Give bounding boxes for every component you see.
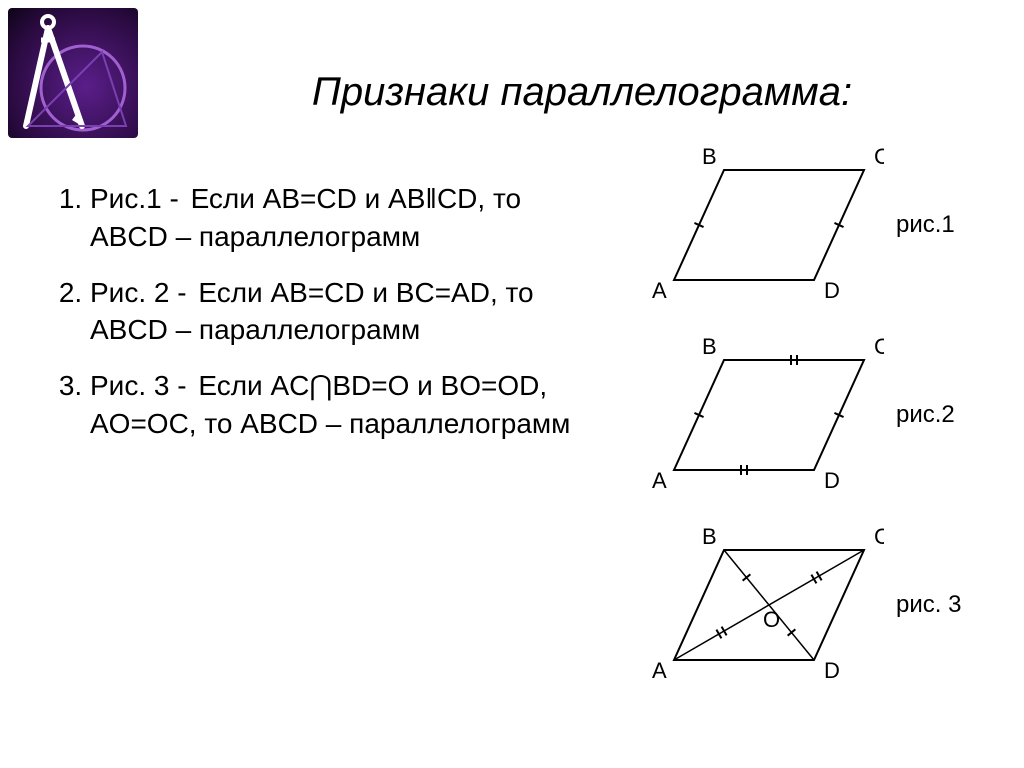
svg-text:D: D (824, 658, 840, 683)
svg-text:A: A (652, 468, 667, 493)
list-item-lead: Рис. 3 - (90, 370, 187, 401)
figure-row: A B C D рис.2 (624, 330, 1004, 500)
logo-badge (8, 8, 138, 138)
svg-text:D: D (824, 468, 840, 493)
figure-caption: рис.1 (896, 211, 955, 239)
compass-icon (8, 8, 138, 138)
svg-text:O: O (763, 607, 780, 632)
figure-1: A B C D (624, 140, 884, 310)
figure-caption: рис.2 (896, 401, 955, 429)
svg-text:C: C (874, 524, 884, 549)
svg-text:A: A (652, 278, 667, 303)
figures-panel: A B C D рис.1 A B C D рис.2 A B C D O рис. 3 (624, 140, 1004, 710)
list-item-lead: Рис.1 - (90, 183, 179, 214)
figure-row: A B C D рис.1 (624, 140, 1004, 310)
svg-text:D: D (824, 278, 840, 303)
figure-row: A B C D O рис. 3 (624, 520, 1004, 690)
list-item: Рис. 3 - Если AC⋂BD=O и BO=OD, AO=OC, то… (90, 367, 590, 443)
svg-text:B: B (702, 334, 717, 359)
svg-text:A: A (652, 658, 667, 683)
figure-2: A B C D (624, 330, 884, 500)
criteria-list: Рис.1 - Если AB=CD и AB‖CD, то ABCD – па… (40, 180, 590, 461)
list-item-lead: Рис. 2 - (90, 277, 187, 308)
list-item: Рис.1 - Если AB=CD и AB‖CD, то ABCD – па… (90, 180, 590, 256)
svg-text:B: B (702, 524, 717, 549)
figure-3: A B C D O (624, 520, 884, 690)
page-title: Признаки параллелограмма: (180, 70, 984, 115)
figure-caption: рис. 3 (896, 591, 961, 619)
svg-text:C: C (874, 144, 884, 169)
list-item: Рис. 2 - Если AB=CD и BC=AD, то ABCD – п… (90, 274, 590, 350)
svg-text:B: B (702, 144, 717, 169)
svg-text:C: C (874, 334, 884, 359)
